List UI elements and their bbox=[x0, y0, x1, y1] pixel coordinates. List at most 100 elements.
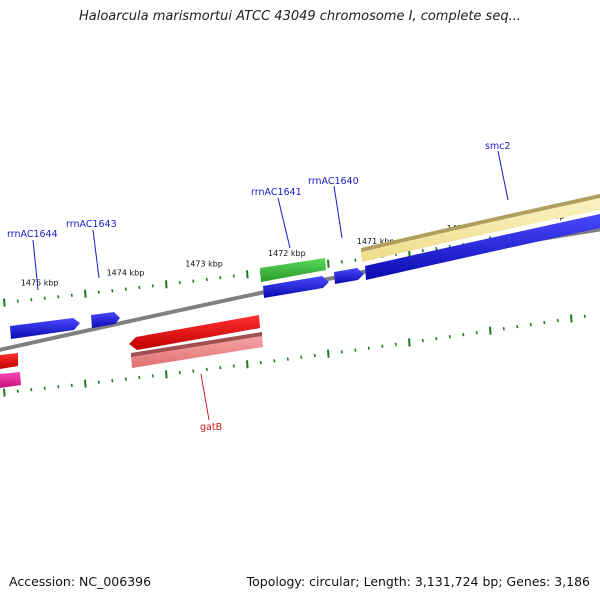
feature-smc2[interactable] bbox=[365, 214, 600, 280]
ruler-label: 1474 kbp bbox=[107, 269, 145, 278]
accession-text: Accession: NC_006396 bbox=[9, 574, 152, 589]
tick-mark bbox=[178, 371, 181, 375]
tick-mark bbox=[502, 327, 505, 331]
tick-mark bbox=[273, 359, 276, 363]
tick-mark bbox=[138, 375, 141, 380]
tick-mark bbox=[3, 388, 6, 397]
ruler-label: 1472 kbp bbox=[268, 249, 306, 258]
tick-mark bbox=[3, 298, 6, 307]
label-rrnAC1644[interactable]: rrnAC1644 bbox=[7, 229, 58, 240]
tick-mark bbox=[259, 360, 262, 365]
tick-mark bbox=[57, 295, 60, 299]
tick-mark bbox=[327, 259, 330, 268]
map-title: Haloarcula marismortui ATCC 43049 chromo… bbox=[79, 9, 521, 24]
tick-mark bbox=[111, 289, 114, 293]
feature-left-magenta[interactable] bbox=[0, 372, 21, 388]
tick-mark bbox=[84, 289, 87, 298]
tick-mark bbox=[543, 320, 546, 325]
tick-mark bbox=[529, 322, 532, 327]
tick-mark bbox=[219, 366, 222, 370]
feature-gatB-gene[interactable] bbox=[131, 334, 263, 368]
tick-mark bbox=[489, 326, 492, 335]
tick-mark bbox=[30, 388, 33, 392]
tick-mark bbox=[300, 355, 303, 359]
tick-mark bbox=[16, 389, 19, 393]
tick-mark bbox=[16, 299, 19, 303]
tick-mark bbox=[286, 357, 289, 361]
tick-mark bbox=[43, 386, 46, 390]
feature-trna[interactable] bbox=[260, 258, 326, 282]
ruler-label: 1475 kbp bbox=[21, 278, 59, 287]
tick-mark bbox=[313, 353, 316, 358]
tick-mark bbox=[516, 325, 519, 329]
tick-mark bbox=[70, 293, 73, 297]
leader-rrnAC1644 bbox=[32, 239, 39, 291]
tick-mark bbox=[205, 367, 208, 372]
tick-mark bbox=[421, 248, 424, 253]
tick-mark bbox=[151, 374, 154, 378]
tick-mark bbox=[246, 270, 249, 279]
tick-mark bbox=[435, 337, 438, 341]
tick-mark bbox=[178, 281, 181, 285]
tick-mark bbox=[462, 333, 465, 337]
tick-mark bbox=[394, 342, 397, 347]
tick-mark bbox=[124, 377, 127, 381]
tick-mark bbox=[192, 369, 195, 373]
tick-mark bbox=[97, 380, 100, 384]
feature-rrnAC1641[interactable] bbox=[263, 276, 329, 298]
feature-left-red[interactable] bbox=[0, 353, 18, 369]
feature-rrnAC1643[interactable] bbox=[91, 312, 120, 328]
tick-mark bbox=[367, 346, 370, 350]
tick-mark bbox=[219, 276, 222, 280]
leader-rrnAC1643 bbox=[92, 229, 100, 279]
label-gatB[interactable]: gatB bbox=[200, 422, 222, 433]
label-smc2[interactable]: smc2 bbox=[485, 141, 510, 152]
tick-mark bbox=[475, 331, 478, 335]
ruler-label: 1473 kbp bbox=[185, 259, 223, 268]
tick-mark bbox=[583, 314, 586, 318]
gene-labels: rrnAC1644 rrnAC1643 rrnAC1641 rrnAC1640 … bbox=[7, 141, 510, 433]
leader-rrnAC1641 bbox=[277, 197, 291, 249]
feature-gatB-gene-edge bbox=[131, 332, 262, 357]
feature-rrna[interactable] bbox=[361, 196, 600, 262]
feature-rrnAC1644[interactable] bbox=[10, 318, 80, 339]
tick-mark bbox=[408, 338, 411, 347]
tick-mark bbox=[435, 247, 438, 251]
tick-mark bbox=[246, 360, 249, 369]
tick-mark bbox=[354, 258, 357, 262]
tick-mark bbox=[340, 350, 343, 354]
tick-mark bbox=[151, 284, 154, 288]
tick-mark bbox=[421, 338, 424, 343]
reverse-features bbox=[0, 315, 263, 388]
tick-mark bbox=[354, 348, 357, 352]
leader-rrnAC1640 bbox=[333, 185, 343, 239]
label-rrnAC1641[interactable]: rrnAC1641 bbox=[251, 187, 302, 198]
tick-mark bbox=[570, 314, 573, 323]
tick-mark bbox=[448, 335, 451, 339]
label-rrnAC1640[interactable]: rrnAC1640 bbox=[308, 176, 359, 187]
tick-mark bbox=[57, 385, 60, 389]
leader-smc2 bbox=[497, 150, 509, 201]
tick-mark bbox=[556, 318, 559, 323]
tick-mark bbox=[138, 285, 141, 290]
tick-mark bbox=[192, 279, 195, 283]
topology-stats-text: Topology: circular; Length: 3,131,724 bp… bbox=[246, 574, 590, 589]
tick-mark bbox=[43, 296, 46, 300]
ruler-label: 1471 kbp bbox=[357, 237, 395, 246]
tick-mark bbox=[70, 383, 73, 387]
inner-tick-ruler bbox=[3, 314, 586, 397]
tick-mark bbox=[165, 280, 168, 289]
label-rrnAC1643[interactable]: rrnAC1643 bbox=[66, 219, 117, 230]
tick-mark bbox=[232, 364, 235, 368]
tick-mark bbox=[124, 287, 127, 291]
tick-mark bbox=[327, 349, 330, 358]
tick-mark bbox=[30, 298, 33, 302]
feature-rrnAC1640[interactable] bbox=[334, 268, 364, 284]
tick-mark bbox=[381, 344, 384, 348]
feature-gatB[interactable] bbox=[129, 315, 260, 350]
feature-rrna-edge bbox=[361, 194, 600, 252]
tick-mark bbox=[84, 379, 87, 388]
tick-mark bbox=[97, 290, 100, 294]
forward-features bbox=[10, 194, 600, 339]
